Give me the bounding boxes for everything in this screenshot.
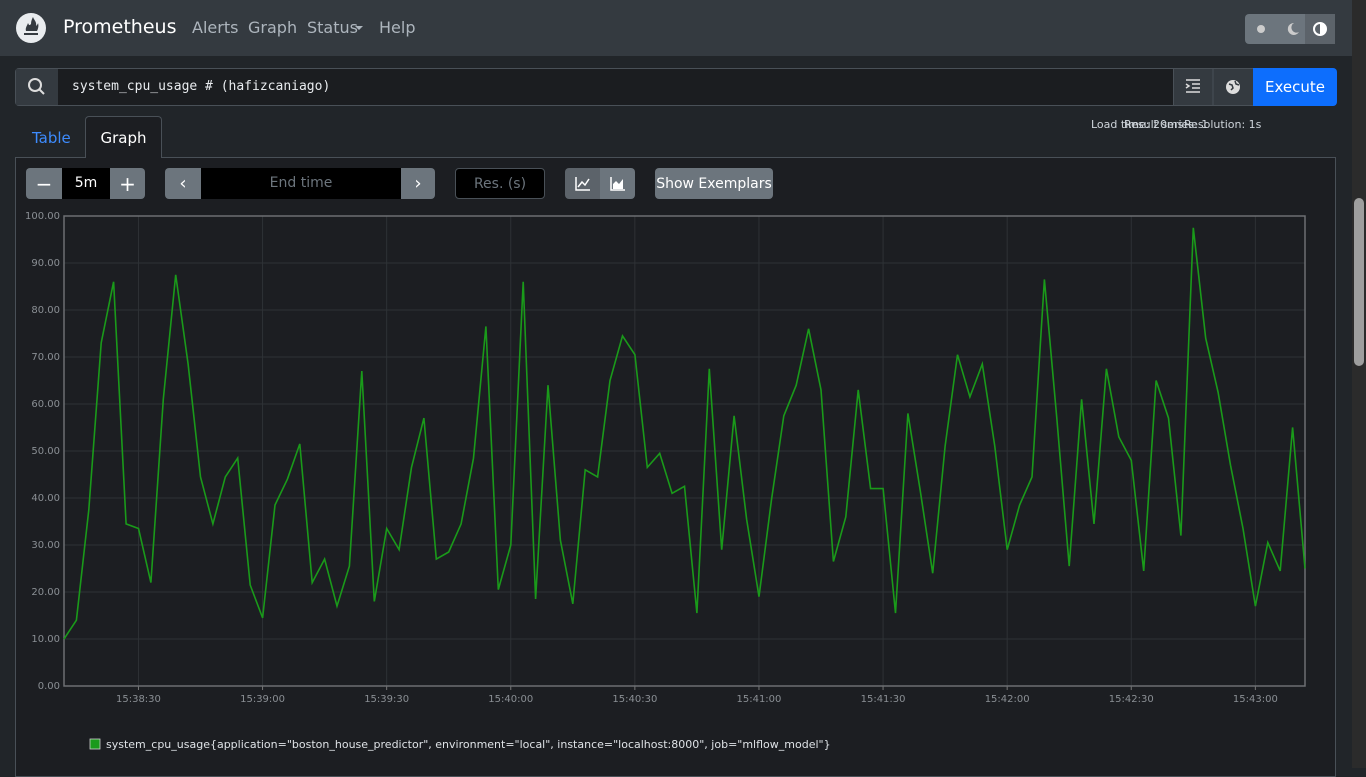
navbar: Prometheus Alerts Graph Status Help <box>0 0 1352 56</box>
range-minus[interactable]: − <box>26 168 62 199</box>
plot-frame <box>63 215 1306 687</box>
caret <box>355 26 363 30</box>
resolution: Resolution: 1s <box>1184 118 1262 131</box>
theme-switch[interactable] <box>1245 14 1335 44</box>
y-tick-label: 80.00 <box>31 305 60 316</box>
range-plus[interactable]: + <box>110 168 145 199</box>
y-tick-label: 90.00 <box>31 258 60 269</box>
nav-link[interactable]: Graph <box>248 18 298 37</box>
load-time: Load time: 20ms <box>1091 118 1184 131</box>
y-tick-label: 100.00 <box>25 211 60 222</box>
logo[interactable] <box>15 12 47 44</box>
query-input[interactable]: system_cpu_usage # (hafizcaniago) <box>72 79 331 94</box>
x-tick-label: 15:42:30 <box>1109 694 1154 705</box>
time-prev[interactable]: ‹ <box>165 168 201 199</box>
scrollbar[interactable] <box>1352 0 1366 768</box>
end-time-input[interactable]: End time <box>201 168 401 199</box>
tool-icons <box>1185 69 1240 105</box>
legend-swatch <box>89 738 101 750</box>
theme-icons <box>1257 14 1335 44</box>
x-tick-label: 15:41:00 <box>736 694 781 705</box>
tab-active[interactable]: Graph <box>85 116 162 158</box>
legend-label: system_cpu_usage{application="boston_hou… <box>106 738 831 751</box>
query-tools[interactable] <box>1173 69 1253 105</box>
search-icon <box>16 69 58 105</box>
y-tick-label: 0.00 <box>38 681 60 692</box>
resolution-input[interactable]: Res. (s) <box>455 168 545 199</box>
brand[interactable]: Prometheus <box>63 16 177 38</box>
execute-button[interactable]: Execute <box>1253 68 1337 106</box>
y-tick-label: 50.00 <box>31 446 60 457</box>
time-next[interactable]: › <box>401 168 435 199</box>
tab[interactable]: Table <box>32 129 71 147</box>
x-tick-label: 15:41:30 <box>861 694 906 705</box>
y-tick-label: 40.00 <box>31 493 60 504</box>
exemplars-button[interactable]: Show Exemplars <box>655 168 773 199</box>
nav-link[interactable]: Status <box>307 18 358 37</box>
y-tick-label: 30.00 <box>31 540 60 551</box>
x-tick-label: 15:38:30 <box>116 694 161 705</box>
chart-mode[interactable] <box>565 168 635 199</box>
y-tick-label: 20.00 <box>31 587 60 598</box>
x-tick-label: 15:43:00 <box>1233 694 1278 705</box>
query-bar: system_cpu_usage # (hafizcaniago) Execut… <box>15 68 1337 106</box>
chart: 0.00 10.00 20.00 30.00 40.00 50.00 60.00 70.00 8… <box>25 211 1306 751</box>
x-tick-label: 15:40:00 <box>488 694 533 705</box>
result-series: Result series: 1 <box>1124 118 1209 131</box>
y-tick-label: 70.00 <box>31 352 60 363</box>
nav-link[interactable]: Alerts <box>192 18 239 37</box>
chart-mode-icons <box>565 168 635 199</box>
nav-link[interactable]: Help <box>379 18 416 37</box>
graph-panel <box>15 157 1336 777</box>
x-tick-label: 15:39:30 <box>364 694 409 705</box>
x-tick-label: 15:42:00 <box>985 694 1030 705</box>
y-tick-label: 10.00 <box>31 634 60 645</box>
x-tick-label: 15:40:30 <box>612 694 657 705</box>
series-line <box>63 227 1306 640</box>
y-tick-label: 60.00 <box>31 399 60 410</box>
scroll-thumb[interactable] <box>1354 198 1364 366</box>
range-input[interactable]: 5m <box>62 168 110 199</box>
x-tick-label: 15:39:00 <box>240 694 285 705</box>
